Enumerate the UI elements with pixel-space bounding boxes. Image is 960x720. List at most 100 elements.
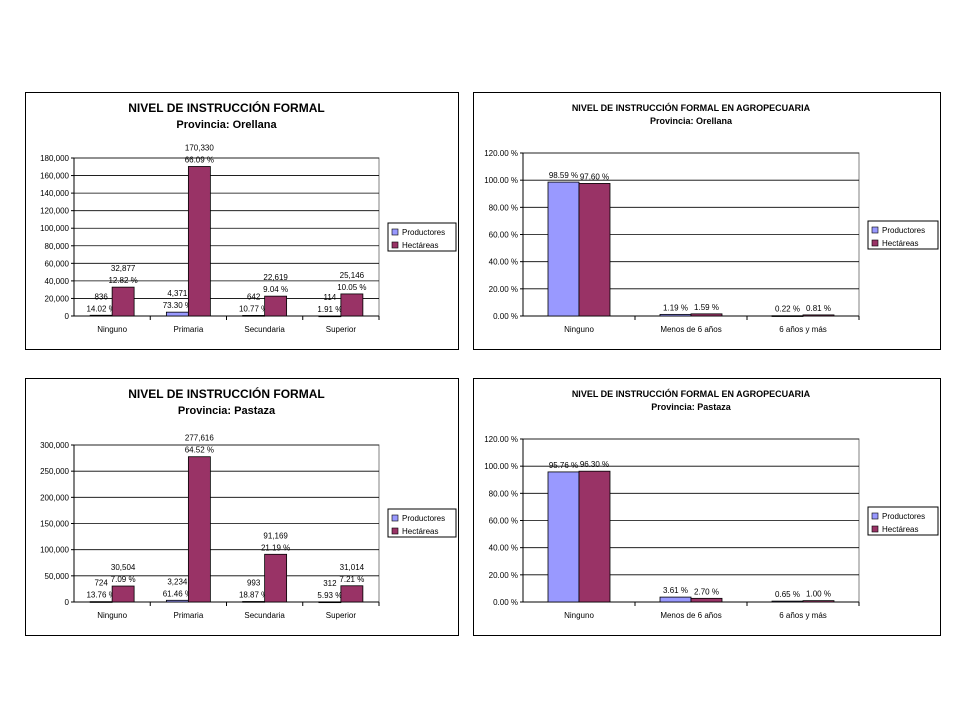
y-tick-label: 0.00 % [493,598,518,607]
legend: Productores Hectáreas [387,222,457,252]
y-tick-label: 60,000 [45,259,70,268]
legend: Productores Hectáreas [867,506,939,536]
chart-orellana-instruccion: NIVEL DE INSTRUCCIÓN FORMAL Provincia: Or… [25,92,459,350]
y-tick-label: 180,000 [40,154,69,163]
chart-subtitle: Provincia: Orellana [650,116,733,126]
chart-title: NIVEL DE INSTRUCCIÓN FORMAL EN AGROPECUA… [572,388,811,399]
data-label-pct: 9.04 % [263,285,288,294]
bar-hectareas [690,313,723,317]
legend-label: Productores [402,514,445,523]
bar-hectareas [111,286,135,317]
legend-box [387,222,457,252]
chart-title: NIVEL DE INSTRUCCIÓN FORMAL EN AGROPECUA… [572,102,811,113]
data-label-pct: 7.09 % [111,575,136,584]
y-tick-label: 300,000 [40,441,69,450]
y-tick-label: 40.00 % [489,544,518,553]
data-label-value: 724 [94,579,108,588]
y-tick-label: 140,000 [40,189,69,198]
legend-label: Hectáreas [882,239,918,248]
bar-hectareas [578,470,611,603]
bar-hectareas [802,600,835,603]
y-tick-label: 200,000 [40,493,69,502]
bar-productores [89,601,113,603]
data-label-value: 30,504 [111,563,136,572]
data-label: 1.59 % [694,303,719,312]
legend: Productores Hectáreas [867,220,939,250]
bar-productores [242,601,266,603]
data-label: 95.76 % [549,461,578,470]
data-label: 3.61 % [663,586,688,595]
legend-swatch [391,514,399,522]
y-tick-label: 0 [65,312,70,321]
legend-label: Hectáreas [402,527,438,536]
chart-svg: NIVEL DE INSTRUCCIÓN FORMAL Provincia: Or… [40,100,457,334]
data-label-pct: 1.91 % [317,305,342,314]
chart-title: NIVEL DE INSTRUCCIÓN FORMAL [128,100,324,115]
data-label-pct: 5.93 % [317,591,342,600]
data-label-value: 114 [323,293,336,302]
chart-subtitle: Provincia: Orellana [176,119,277,131]
data-label-pct: 64.52 % [185,446,214,455]
bar-hectareas [264,553,288,603]
x-tick-label: Menos de 6 años [660,611,721,620]
bar-productores [242,315,266,317]
x-tick-label: Ninguno [97,325,127,334]
legend-box [387,508,457,538]
x-tick-label: Ninguno [564,611,594,620]
legend-box [867,506,939,536]
legend-swatch [871,525,879,533]
data-label: 97.60 % [580,172,609,181]
chart-subtitle: Provincia: Pastaza [651,402,732,412]
data-label-pct: 13.76 % [86,591,115,600]
x-tick-label: Primaria [173,611,203,620]
legend-label: Hectáreas [402,241,438,250]
bar-productores [659,596,692,603]
data-label: 1.00 % [806,590,831,599]
data-label-pct: 14.02 % [86,304,115,313]
legend-swatch [871,512,879,520]
data-label-value: 22,619 [263,273,288,282]
x-tick-label: Ninguno [564,325,594,334]
chart-svg: NIVEL DE INSTRUCCIÓN FORMAL Provincia: Pa… [40,386,457,620]
data-label: 2.70 % [694,587,719,596]
y-tick-label: 160,000 [40,172,69,181]
data-label: 1.19 % [663,303,688,312]
data-label-value: 277,616 [185,434,214,443]
bar-hectareas [187,456,211,603]
x-tick-label: 6 años y más [779,611,827,620]
data-label: 0.22 % [775,305,800,314]
x-tick-label: Superior [326,611,357,620]
y-tick-label: 120.00 % [484,435,518,444]
data-label-value: 836 [94,292,108,301]
bar-hectareas [187,166,211,317]
chart-pastaza-instruccion: NIVEL DE INSTRUCCIÓN FORMAL Provincia: Pa… [25,378,459,636]
legend-label: Productores [882,512,925,521]
bar-hectareas [340,585,364,603]
bar-productores [771,600,804,603]
data-label-pct: 21.19 % [261,543,290,552]
x-tick-label: Ninguno [97,611,127,620]
y-tick-label: 100.00 % [484,176,518,185]
y-tick-label: 80.00 % [489,489,518,498]
bar-hectareas [264,295,288,317]
data-label-value: 642 [247,292,261,301]
y-tick-label: 100,000 [40,224,69,233]
data-label-value: 3,234 [167,577,188,586]
bar-productores [318,315,342,318]
bar-productores [165,599,189,603]
data-label: 98.59 % [549,171,578,180]
data-label-value: 4,371 [167,289,188,298]
legend-swatch [391,241,399,249]
chart-svg: NIVEL DE INSTRUCCIÓN FORMAL EN AGROPECUA… [484,388,939,620]
legend-box [867,220,939,250]
bar-productores [547,471,580,603]
y-tick-label: 0.00 % [493,312,518,321]
legend-label: Hectáreas [882,525,918,534]
bar-productores [89,314,113,317]
chart-orellana-agropecuaria: NIVEL DE INSTRUCCIÓN FORMAL EN AGROPECUA… [473,92,941,350]
y-tick-label: 150,000 [40,520,69,529]
y-tick-label: 60.00 % [489,231,518,240]
x-tick-label: Superior [326,325,357,334]
y-tick-label: 100,000 [40,546,69,555]
x-tick-label: Menos de 6 años [660,325,721,334]
